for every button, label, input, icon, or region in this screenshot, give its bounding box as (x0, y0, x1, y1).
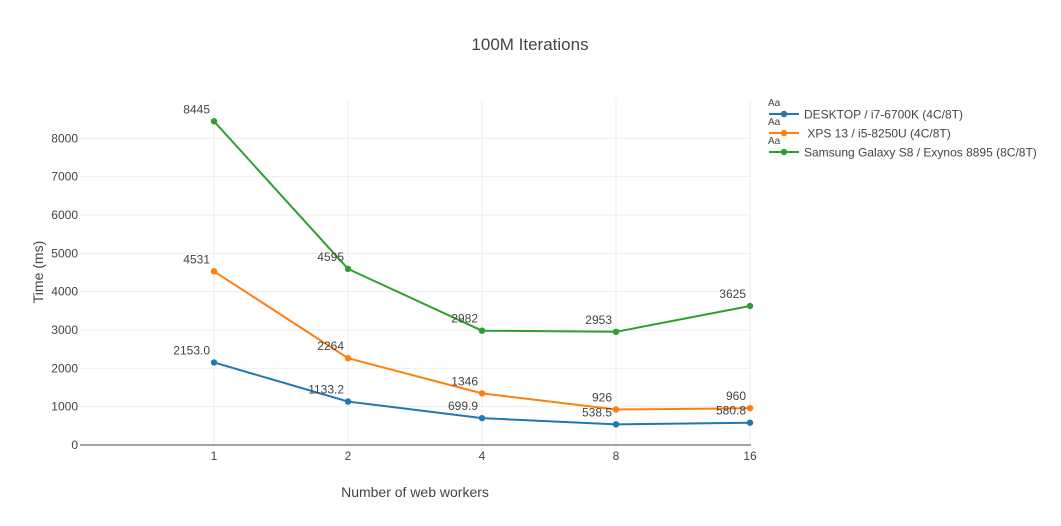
chart-title: 100M Iterations (471, 35, 588, 54)
y-tick-label: 3000 (51, 323, 78, 337)
y-axis-title: Time (ms) (30, 241, 46, 303)
series (210, 118, 754, 428)
axes: 1 2 4 8 16 0 1000 2000 3000 4000 5000 6000 7000 8000 (51, 131, 757, 463)
data-point (344, 265, 352, 273)
data-point (478, 327, 486, 334)
data-label: 1133.2 (308, 383, 344, 397)
x-axis-title: Number of web workers (341, 484, 489, 500)
data-label: 580.8 (716, 404, 746, 418)
legend-item[interactable]: Aa XPS 13 / i5-8250U (4C/8T) (768, 117, 951, 141)
legend-item[interactable]: Aa Samsung Galaxy S8 / Exynos 8895 (8C/8T… (768, 136, 1037, 160)
data-label: 2953 (585, 313, 612, 327)
data-label: 926 (592, 391, 612, 405)
data-point (612, 328, 620, 336)
data-label: 4531 (183, 252, 210, 266)
data-point (746, 405, 754, 412)
data-label: 699.9 (448, 399, 478, 413)
grid (80, 100, 751, 445)
data-label: 3625 (719, 287, 746, 301)
data-label: 1346 (451, 374, 478, 388)
y-tick-label: 5000 (51, 246, 78, 260)
data-label: 4595 (317, 250, 344, 264)
legend-swatch-marker (780, 110, 788, 118)
y-tick-label: 2000 (51, 361, 78, 375)
data-point (210, 268, 218, 275)
data-label: 538.5 (582, 405, 612, 419)
legend-label: XPS 13 / i5-8250U (4C/8T) (804, 127, 951, 141)
data-labels: 2153.0 1133.2 699.9 538.5 580.8 4531 2264 1346 9… (173, 102, 746, 419)
y-tick-label: 1000 (51, 400, 78, 414)
x-tick-label: 4 (479, 449, 486, 463)
data-point (210, 118, 218, 125)
legend-swatch-marker (780, 129, 788, 137)
data-point (344, 355, 352, 362)
y-tick-label: 8000 (51, 131, 78, 145)
y-tick-label: 0 (71, 438, 78, 452)
legend-item[interactable]: Aa DESKTOP / i7-6700K (4C/8T) (768, 98, 963, 122)
data-point (612, 406, 620, 413)
y-tick-label: 7000 (51, 170, 78, 184)
legend-aa-label: Aa (768, 98, 781, 109)
legend-label: DESKTOP / i7-6700K (4C/8T) (804, 108, 963, 122)
legend-label: Samsung Galaxy S8 / Exynos 8895 (8C/8T) (804, 146, 1037, 160)
data-label: 8445 (183, 102, 210, 116)
data-label: 2982 (451, 312, 478, 326)
x-tick-label: 16 (743, 449, 757, 463)
legend-swatch-marker (780, 148, 788, 156)
x-tick-label: 8 (613, 449, 620, 463)
x-tick-label: 1 (211, 449, 218, 463)
data-label: 2153.0 (173, 343, 210, 357)
y-tick-label: 6000 (51, 208, 78, 222)
legend-aa-label: Aa (768, 136, 781, 147)
data-point (344, 398, 352, 405)
data-point (210, 359, 218, 366)
data-point (478, 414, 486, 422)
x-tick-label: 2 (345, 449, 352, 463)
legend-aa-label: Aa (768, 117, 781, 128)
data-point (746, 419, 754, 426)
data-point (478, 390, 486, 397)
data-point (612, 421, 620, 428)
data-label: 960 (726, 389, 746, 403)
y-tick-label: 4000 (51, 285, 78, 299)
data-point (746, 302, 754, 310)
data-label: 2264 (317, 339, 344, 353)
